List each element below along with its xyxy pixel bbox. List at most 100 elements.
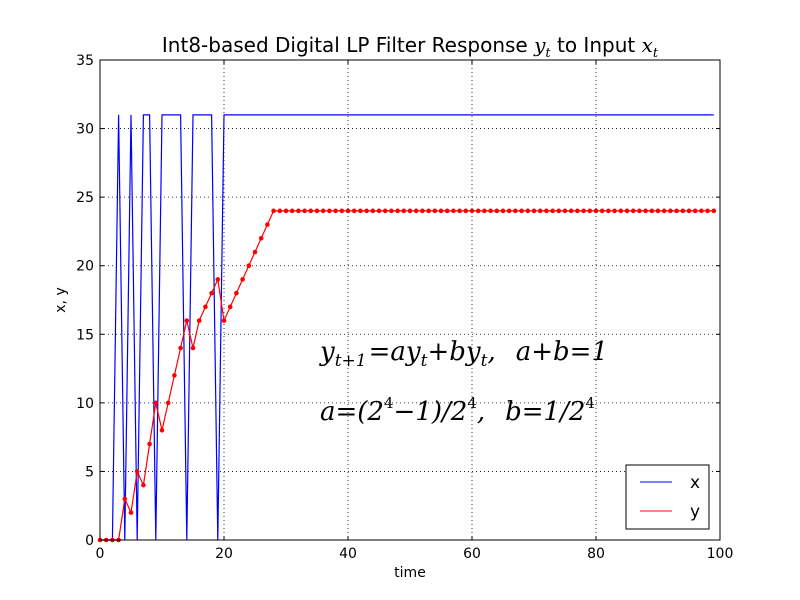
data-point-y: [351, 208, 357, 214]
data-point-y: [271, 208, 276, 214]
data-point-y: [544, 208, 549, 214]
plot-frame: [99, 59, 721, 541]
eq1-rhs: a+b=1: [516, 337, 608, 367]
x-axis-label: time: [394, 565, 426, 581]
x-tick-label: 80: [587, 546, 605, 562]
eq1-y2: y: [405, 337, 421, 367]
series-line-y: [100, 210, 714, 541]
y-axis-label: x, y: [53, 287, 69, 312]
x-tick-label: 100: [707, 546, 734, 562]
data-point-y: [599, 208, 605, 214]
data-point-y: [283, 208, 289, 214]
data-point-y: [190, 345, 196, 351]
y-tick-label: 5: [85, 464, 94, 480]
data-point-y: [314, 208, 320, 214]
eq1-subscript-t-2: t: [421, 351, 428, 371]
data-point-y: [661, 208, 667, 214]
data-point-y: [345, 208, 351, 214]
legend-box: [625, 464, 710, 530]
eq1-equals: =: [369, 337, 391, 367]
legend-label-y: y: [690, 502, 700, 522]
data-point-y: [699, 208, 704, 214]
data-point-y: [525, 208, 531, 214]
data-point-y: [531, 208, 537, 214]
data-point-y: [680, 208, 686, 214]
ticks: [99, 59, 721, 541]
data-point-y: [488, 208, 493, 214]
title-middle: to Input: [551, 33, 642, 57]
title-y-variable: y: [533, 33, 546, 57]
data-point-y: [637, 208, 642, 214]
eq1-y3: y: [465, 337, 481, 367]
data-point-y: [227, 304, 233, 310]
data-point-y: [630, 208, 636, 214]
data-point-y: [649, 208, 655, 214]
eq1-a: a: [390, 337, 406, 367]
data-point-y: [407, 208, 413, 214]
eq1-subscript-t-3: t: [481, 351, 488, 371]
data-point-y: [153, 400, 159, 406]
title-x-subscript: t: [653, 46, 659, 61]
data-point-y: [537, 208, 543, 214]
title-prefix: Int8-based Digital LP Filter Response: [162, 33, 534, 57]
y-tick-label: 30: [76, 122, 94, 138]
data-point-y: [339, 208, 345, 214]
data-point-y: [370, 208, 376, 214]
data-point-y: [438, 208, 444, 214]
series-line-x: [100, 114, 714, 541]
data-point-y: [221, 318, 227, 323]
y-tick-label: 0: [85, 533, 94, 549]
data-point-y: [382, 208, 388, 214]
data-point-y: [686, 208, 692, 214]
data-point-y: [289, 208, 295, 214]
data-point-y: [655, 208, 661, 214]
eq2-superscript-3: 4: [585, 394, 595, 412]
data-point-y: [395, 208, 400, 214]
data-point-y: [612, 208, 617, 214]
eq1-b: b: [449, 337, 466, 367]
data-point-y: [606, 208, 611, 214]
data-point-y: [234, 290, 239, 296]
y-tick-label: 20: [76, 259, 94, 275]
data-point-y: [494, 208, 500, 214]
data-point-y: [444, 208, 450, 214]
data-point-y: [134, 469, 140, 474]
equation-2: a=(24−1)/24, b=1/24: [320, 394, 595, 427]
data-point-y: [587, 208, 593, 214]
data-point-y: [469, 208, 475, 214]
data-point-y: [513, 208, 518, 214]
data-point-y: [506, 208, 512, 214]
data-point-y: [463, 208, 469, 214]
data-point-y: [277, 208, 283, 214]
data-point-y: [556, 208, 562, 214]
data-point-y: [159, 427, 165, 433]
data-point-y: [457, 208, 462, 214]
data-point-y: [122, 496, 128, 502]
data-point-y: [128, 510, 134, 515]
y-tick-label: 10: [76, 396, 94, 412]
equation-1: yt+1=ayt+byt, a+b=1: [319, 337, 608, 371]
data-point-y: [252, 249, 258, 255]
y-tick-label: 35: [76, 53, 94, 69]
data-point-y: [519, 208, 524, 214]
y-tick-label: 15: [76, 327, 94, 343]
data-point-y: [141, 482, 146, 488]
eq2-mid: −1)/2: [394, 397, 468, 427]
legend: x y: [625, 464, 710, 530]
data-point-y: [364, 208, 369, 214]
title-x-variable: x: [642, 33, 653, 57]
eq1-plus: +: [427, 337, 449, 367]
grid: [100, 60, 720, 540]
eq1-comma: ,: [487, 337, 495, 367]
data-point-y: [389, 208, 394, 214]
data-point-y: [475, 208, 481, 214]
data-point-y: [320, 208, 326, 214]
data-point-y: [705, 208, 710, 214]
data-point-y: [668, 208, 673, 214]
data-point-y: [240, 277, 245, 282]
data-point-y: [413, 208, 419, 214]
eq1-y: y: [319, 337, 335, 367]
x-tick-label: 60: [463, 546, 481, 562]
y-tick-label: 25: [76, 190, 94, 206]
data-point-y: [426, 208, 431, 214]
